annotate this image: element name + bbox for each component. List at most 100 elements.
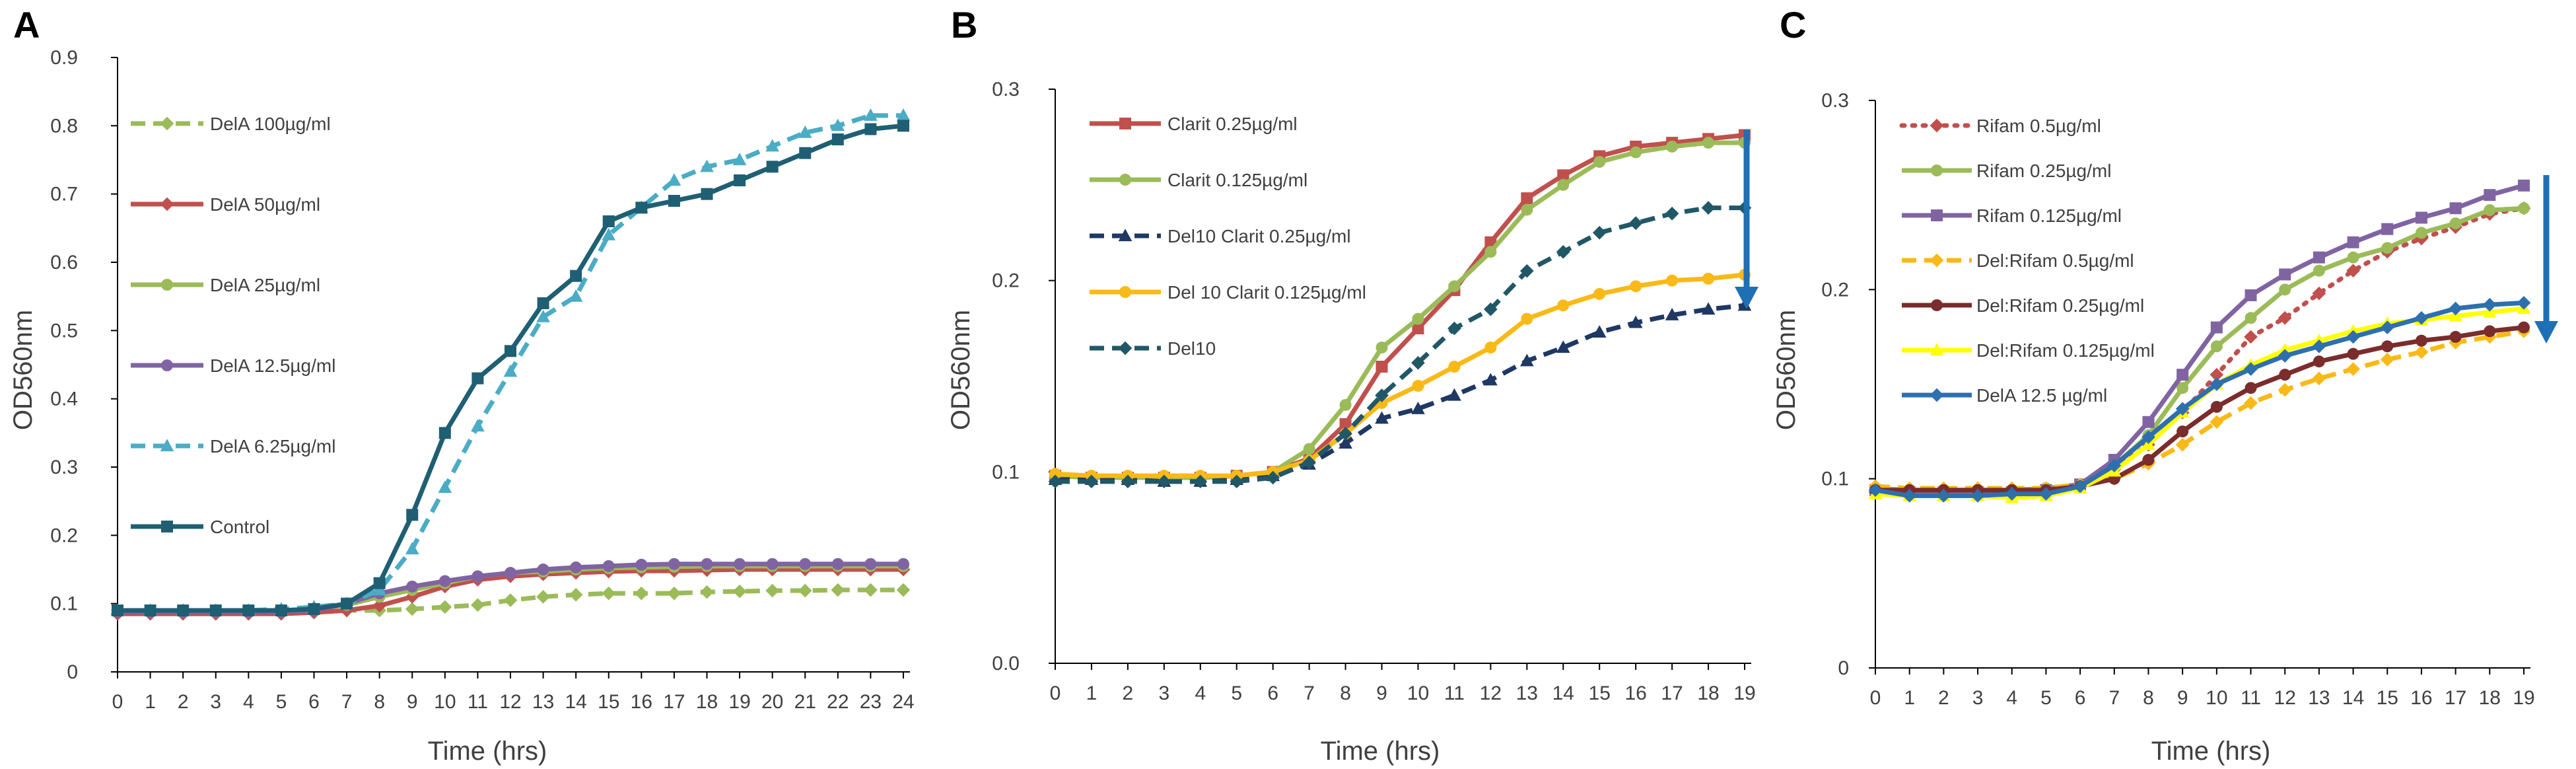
panel-b-x-tick-label: 5: [1231, 682, 1242, 704]
panel-c-x-tick-label: 8: [2143, 687, 2154, 709]
panel-c-data-point: [2244, 396, 2258, 410]
panel-c-data-point: [2142, 416, 2155, 428]
panel-b-letter: B: [951, 4, 977, 46]
panel-c-x-tick-label: 11: [2241, 687, 2261, 709]
panel-b-data-point: [1701, 302, 1716, 315]
panel-b-legend-marker: [1119, 286, 1131, 298]
panel-b-data-point: [1447, 321, 1461, 336]
panel-c-data-point: [1902, 489, 1917, 503]
panel-b-data-point: [1665, 308, 1679, 320]
panel-c-data-point: [2278, 311, 2292, 325]
panel-b: B 0.00.10.20.30 1 2 3 4 5 6 7 8 9 10 11 12 13 14 15 16 17…: [946, 4, 1758, 766]
panel-c-data-point: [2210, 321, 2223, 334]
panel-b-legend-marker: [1118, 341, 1132, 355]
panel-c-x-tick-label: 14: [2342, 687, 2364, 709]
panel-b-data-point: [1521, 312, 1533, 325]
panel-a-data-point: [438, 575, 451, 587]
panel-b-x-tick-label: 6: [1267, 682, 1278, 704]
panel-b-x-tick-label: 3: [1158, 682, 1169, 704]
panel-c-data-point: [2415, 227, 2427, 239]
panel-a-y-tick-label: 0.6: [50, 252, 78, 274]
panel-b-data-point: [1702, 137, 1715, 149]
panel-a-data-point: [634, 586, 648, 601]
panel-a-data-point: [667, 173, 681, 186]
panel-a-data-point: [341, 597, 353, 610]
panel-c-data-point: [2279, 283, 2291, 296]
panel-a-data-point: [635, 558, 648, 571]
panel-b-legend-label: Del10 Clarit 0.25µg/ml: [1167, 226, 1351, 246]
panel-c-x-tick-label: 1: [1904, 687, 1915, 709]
panel-c-series-line: [1875, 300, 2524, 498]
panel-b-x-tick-label: 1: [1086, 682, 1097, 704]
panel-a-data-point: [766, 558, 779, 570]
panel-b-x-tick-label: 18: [1697, 682, 1719, 704]
panel-b-data-point: [1484, 302, 1498, 316]
panel-a-legend-label: DelA 25µg/ml: [210, 275, 320, 295]
panel-a-data-point: [668, 195, 680, 207]
panel-a-legend-marker: [160, 116, 174, 131]
panel-c-data-point: [2210, 400, 2223, 413]
panel-c-data-point: [2415, 211, 2427, 224]
panel-a-x-tick-label: 20: [761, 691, 783, 713]
panel-a-data-point: [537, 297, 549, 309]
panel-b-data-point: [1519, 353, 1534, 367]
panel-a-y-tick-label: 0: [67, 661, 78, 683]
panel-c-legend-marker: [1930, 388, 1944, 402]
panel-c-data-point: [2517, 296, 2531, 310]
panel-b-data-point: [1339, 418, 1352, 430]
panel-a-y-tick-label: 0.4: [50, 388, 78, 410]
panel-a-data-point: [144, 604, 157, 616]
panel-a-x-tick-label: 22: [827, 691, 849, 713]
panel-a-legend-label: Control: [210, 517, 269, 537]
panel-c-data-point: [2210, 367, 2224, 382]
panel-c-data-point: [2449, 301, 2462, 316]
panel-a-legend-item: DelA 100µg/ml: [131, 114, 331, 134]
panel-c-data-point: [2245, 382, 2257, 394]
panel-a-data-point: [471, 570, 484, 583]
panel-c-legend-item: Del:Rifam 0.25µg/ml: [1902, 295, 2144, 316]
panel-b-data-point: [1592, 225, 1607, 240]
panel-c: C 00.10.20.30 1 2 3 4 5 6 7 8 9 10 11 12 13 14 15 16 17 18…: [1772, 4, 2558, 766]
panel-b-data-point: [1556, 244, 1570, 259]
panel-c-data-point: [2005, 487, 2019, 501]
panel-b-y-tick-label: 0.1: [992, 461, 1020, 483]
panel-b-x-tick-label: 15: [1589, 682, 1611, 704]
panel-c-data-point: [2518, 321, 2530, 334]
panel-c-data-point: [2176, 369, 2189, 381]
panel-b-data-point: [1557, 169, 1570, 182]
panel-b-x-tick-label: 16: [1624, 682, 1646, 704]
panel-c-legend-label: Del:Rifam 0.125µg/ml: [1976, 340, 2155, 361]
panel-b-y-tick-label: 0.0: [992, 653, 1020, 675]
panel-b-data-point: [1521, 192, 1533, 205]
panel-c-data-point: [2175, 402, 2190, 416]
panel-b-data-point: [1412, 312, 1424, 325]
panel-a-x-tick-label: 10: [434, 691, 456, 713]
panel-a-legend-label: DelA 12.5µg/ml: [210, 355, 335, 376]
panel-c-down-arrow-icon: [2534, 321, 2558, 344]
panel-a-data-point: [831, 118, 845, 131]
panel-a-data-point: [406, 509, 419, 521]
panel-a-x-tick-label: 17: [663, 691, 685, 713]
panel-a-legend-item: DelA 25µg/ml: [131, 275, 320, 295]
panel-c-data-point: [2414, 311, 2429, 325]
panel-b-legend-item: Clarit 0.125µg/ml: [1090, 170, 1307, 190]
panel-b-x-tick-label: 2: [1123, 682, 1134, 704]
panel-a-data-point: [406, 580, 419, 593]
panel-a-letter: A: [13, 4, 40, 46]
panel-c-x-tick-label: 15: [2377, 687, 2398, 709]
panel-c-x-tick-label: 9: [2177, 687, 2188, 709]
panel-a-data-point: [405, 602, 419, 616]
panel-a-data-point: [569, 587, 583, 602]
panel-b-data-point: [1375, 361, 1388, 373]
panel-a-x-tick-label: 6: [308, 691, 320, 713]
panel-b-down-arrow-icon: [1735, 287, 1758, 309]
panel-b-legend-item: Del 10 Clarit 0.125µg/ml: [1090, 282, 1366, 303]
panel-b-legend-label: Del 10 Clarit 0.125µg/ml: [1167, 282, 1366, 303]
panel-b-data-point: [1592, 325, 1607, 338]
panel-b-series-line: [1055, 272, 1745, 478]
panel-a-data-point: [765, 139, 780, 152]
panel-b-data-point: [1628, 216, 1643, 231]
panel-b-legend-item: Del10: [1090, 338, 1216, 359]
panel-a-legend-marker: [161, 521, 173, 532]
panel-a-data-point: [701, 558, 713, 570]
